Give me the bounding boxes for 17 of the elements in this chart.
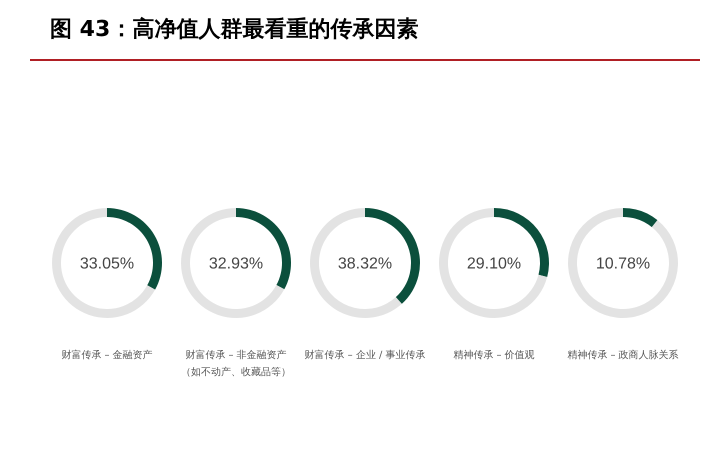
text: 38.32% <box>338 256 392 273</box>
donut-slice <box>310 208 402 318</box>
text: 29.10% <box>466 256 522 273</box>
text: 图 43：高净值人群最看重的传承因素 <box>50 16 418 42</box>
donut-slice <box>623 208 658 228</box>
donut-slice <box>52 208 156 318</box>
text: 财富传承 – 金融资产 <box>61 349 153 361</box>
donut-slice <box>181 208 284 318</box>
donut-slice <box>439 208 548 318</box>
text: 33.05% <box>80 256 134 273</box>
text: 精神传承 – 政商人脉关系 <box>567 349 679 361</box>
text: 财富传承 – 企业 / 事业传承 <box>304 349 426 361</box>
text: 10.78% <box>596 256 650 273</box>
text: 32.93% <box>208 256 264 273</box>
donut-slice <box>568 208 678 318</box>
text: 财富传承 – 非金融资产（如不动产、收藏品等） <box>181 349 291 378</box>
text: 精神传承 – 价值观 <box>453 349 535 361</box>
